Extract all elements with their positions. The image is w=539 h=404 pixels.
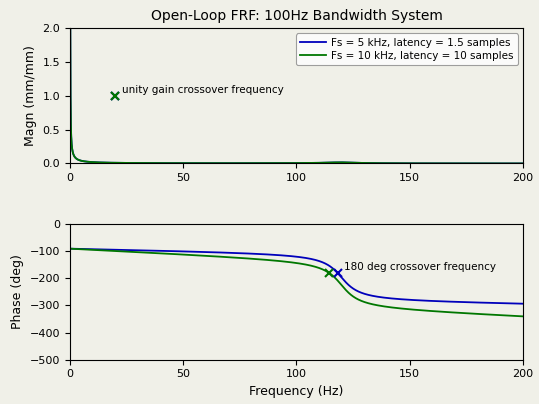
Line: Fs = 5 kHz, latency = 1.5 samples: Fs = 5 kHz, latency = 1.5 samples <box>70 28 523 164</box>
Fs = 5 kHz, latency = 1.5 samples <box>261 161 267 166</box>
Title: Open-Loop FRF: 100Hz Bandwidth System: Open-Loop FRF: 100Hz Bandwidth System <box>150 9 443 23</box>
Fs = 10 kHz, latency = 10 samples <box>506 161 512 166</box>
Line: Fs = 10 kHz, latency = 10 samples: Fs = 10 kHz, latency = 10 samples <box>70 28 523 164</box>
Text: 180 deg crossover frequency: 180 deg crossover frequency <box>344 262 496 272</box>
Fs = 10 kHz, latency = 10 samples <box>257 161 264 166</box>
Text: unity gain crossover frequency: unity gain crossover frequency <box>122 84 284 95</box>
Fs = 5 kHz, latency = 1.5 samples <box>396 161 402 166</box>
Legend: Fs = 5 kHz, latency = 1.5 samples, Fs = 10 kHz, latency = 10 samples: Fs = 5 kHz, latency = 1.5 samples, Fs = … <box>295 34 517 65</box>
Fs = 10 kHz, latency = 10 samples <box>261 161 267 166</box>
X-axis label: Frequency (Hz): Frequency (Hz) <box>249 385 344 398</box>
Fs = 5 kHz, latency = 1.5 samples <box>483 161 489 166</box>
Fs = 5 kHz, latency = 1.5 samples <box>67 26 73 31</box>
Fs = 10 kHz, latency = 10 samples <box>483 161 489 166</box>
Fs = 5 kHz, latency = 1.5 samples <box>506 161 512 166</box>
Fs = 10 kHz, latency = 10 samples <box>520 161 526 166</box>
Fs = 10 kHz, latency = 10 samples <box>67 26 73 31</box>
Fs = 10 kHz, latency = 10 samples <box>396 161 402 166</box>
Fs = 10 kHz, latency = 10 samples <box>282 161 288 166</box>
Fs = 5 kHz, latency = 1.5 samples <box>520 161 526 166</box>
Fs = 5 kHz, latency = 1.5 samples <box>282 161 288 166</box>
Y-axis label: Phase (deg): Phase (deg) <box>11 255 24 329</box>
Y-axis label: Magn (mm/mm): Magn (mm/mm) <box>24 46 37 146</box>
Fs = 5 kHz, latency = 1.5 samples <box>257 161 264 166</box>
